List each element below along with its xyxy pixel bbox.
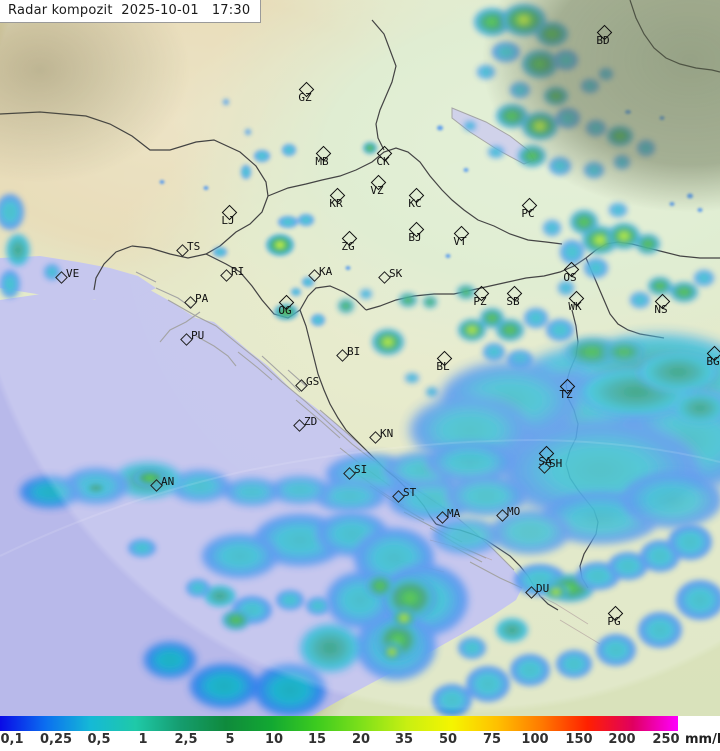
city-label: NS: [654, 303, 668, 316]
radar-map[interactable]: BD GZ MB CK VZ KR KC LJ BJ ZG VT PC TS RI KA SK PZ SB OS WK…: [0, 0, 720, 716]
city-label: BJ: [408, 231, 422, 244]
legend-tick-labels: 0,1 0,25 0,5 1 2,5 5 10 15 20 35 50 75 100 150 200 250 m…: [0, 731, 720, 751]
legend-tick-200: 200: [608, 732, 636, 747]
legend-color-bar: [0, 716, 678, 731]
legend-tick-20: 20: [351, 732, 371, 747]
legend-unit-label: mm/h: [685, 732, 720, 747]
city-label: MA: [447, 507, 461, 520]
legend-tick-0_25: 0,25: [39, 732, 73, 747]
city-label: SI: [354, 463, 368, 476]
city-label: GS: [306, 375, 320, 388]
legend-tick-100: 100: [521, 732, 549, 747]
legend-tick-15: 15: [307, 732, 327, 747]
city-label: AN: [161, 475, 175, 488]
legend-tick-50: 50: [438, 732, 458, 747]
city-label: MB: [315, 155, 329, 168]
rainrate-legend: 0,1 0,25 0,5 1 2,5 5 10 15 20 35 50 75 100 150 200 250 m…: [0, 716, 720, 751]
city-label: BD: [596, 34, 610, 47]
legend-tick-0_1: 0,1: [0, 732, 24, 747]
city-label: BG: [706, 355, 720, 368]
legend-tick-2_5: 2,5: [174, 732, 198, 747]
legend-tick-10: 10: [264, 732, 284, 747]
city-label: ST: [403, 486, 417, 499]
city-label: PZ: [473, 295, 487, 308]
city-label: RI: [231, 265, 245, 278]
legend-tick-0_5: 0,5: [87, 732, 111, 747]
city-label: KN: [380, 427, 394, 440]
legend-tick-150: 150: [565, 732, 593, 747]
city-label: BI: [347, 345, 361, 358]
product-title: Radar kompozit 2025-10-01 17:30: [0, 0, 262, 23]
city-label: LJ: [221, 214, 235, 227]
city-label: PA: [195, 292, 209, 305]
city-label: ZG: [341, 240, 355, 253]
city-label: PU: [191, 329, 205, 342]
city-label: PG: [607, 615, 621, 628]
city-label: CK: [376, 155, 390, 168]
city-label: SB: [506, 295, 520, 308]
city-label: VE: [66, 267, 80, 280]
city-label: VZ: [370, 184, 384, 197]
city-label: SA: [538, 455, 552, 468]
legend-tick-1: 1: [138, 732, 148, 747]
legend-tick-250: 250: [652, 732, 680, 747]
city-label: WK: [568, 300, 582, 313]
legend-tick-75: 75: [482, 732, 502, 747]
city-label: MO: [507, 505, 521, 518]
city-label: PC: [521, 207, 535, 220]
legend-tick-5: 5: [225, 732, 235, 747]
outside-range-shade: [0, 0, 720, 716]
legend-tick-35: 35: [394, 732, 414, 747]
city-label: ZD: [304, 415, 318, 428]
city-label: VT: [453, 235, 467, 248]
city-label: SK: [389, 267, 403, 280]
city-label: BL: [436, 360, 450, 373]
city-label: KC: [408, 197, 422, 210]
city-label: KA: [319, 265, 333, 278]
city-label: TZ: [559, 388, 573, 401]
city-label: KR: [329, 197, 343, 210]
city-label: SH: [549, 457, 563, 470]
city-label: OS: [563, 271, 577, 284]
city-label: TS: [187, 240, 201, 253]
city-label: GZ: [298, 91, 312, 104]
city-label: OG: [278, 304, 292, 317]
city-label: DU: [536, 582, 550, 595]
